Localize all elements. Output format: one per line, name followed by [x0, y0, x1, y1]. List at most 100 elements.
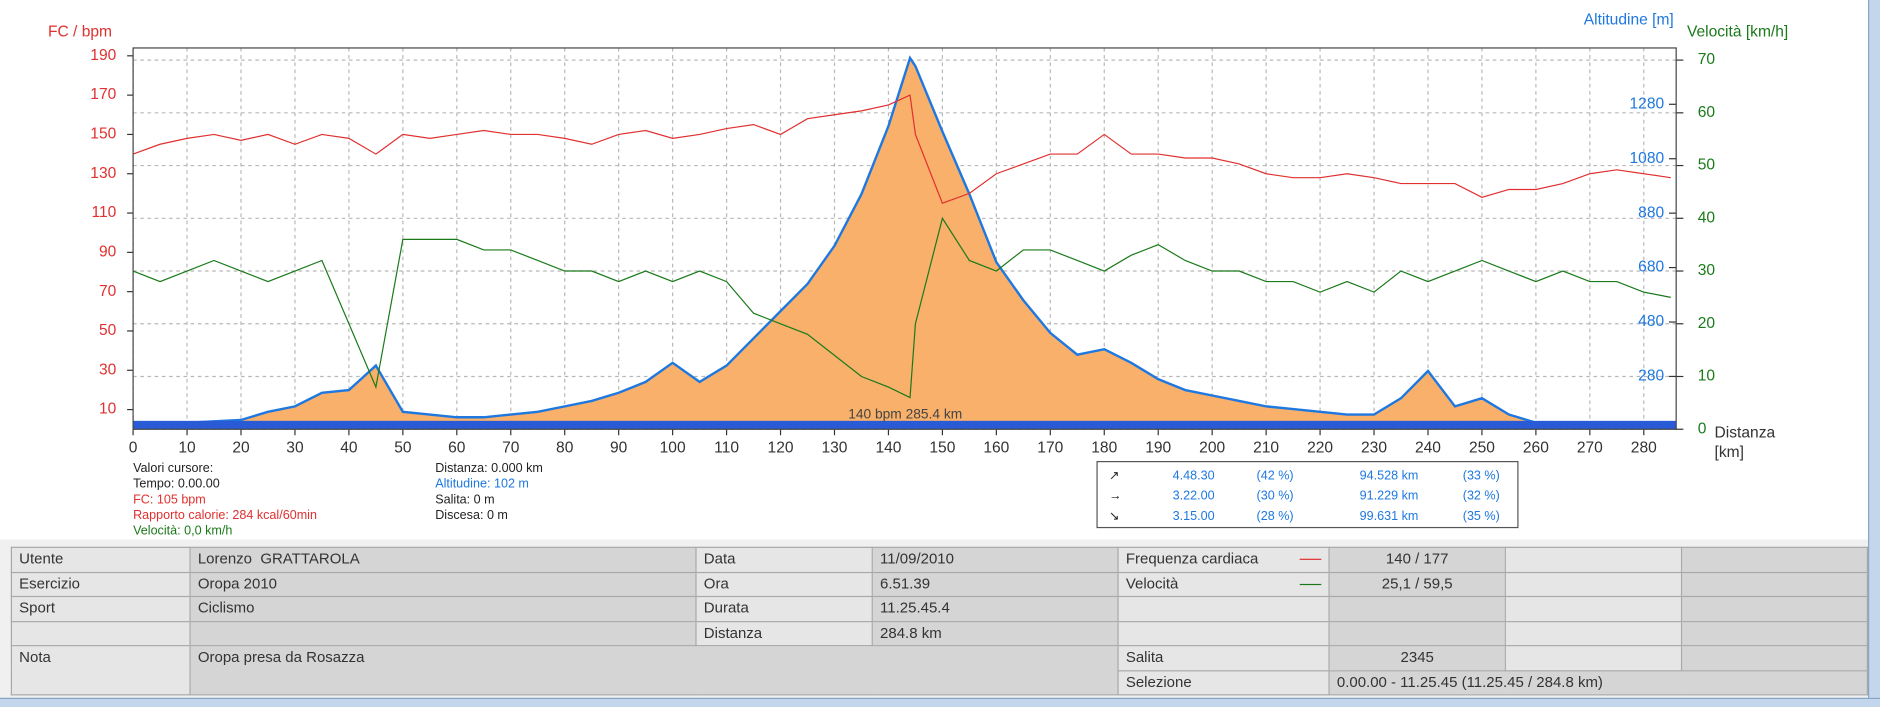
line — [132, 94, 1671, 204]
x-tick-label: 210 — [1253, 440, 1279, 457]
cell — [1680, 620, 1869, 647]
x-tick-label: 120 — [768, 440, 794, 457]
stats-cell: (28 %) — [1257, 509, 1294, 523]
x-tick-label: 240 — [1415, 440, 1441, 457]
y-tick-label: 170 — [90, 86, 116, 103]
x-tick-label: 70 — [502, 440, 520, 457]
cell: Distanza — [695, 620, 873, 647]
y2-axis-title: Altitudine [m] — [1584, 11, 1674, 28]
stats-cell: (33 %) — [1463, 468, 1500, 482]
stats-cell: 91.229 km — [1360, 489, 1419, 503]
cell — [1680, 645, 1869, 671]
x-tick-label: 110 — [714, 440, 739, 457]
x-axis-title: Distanza [km] — [1714, 423, 1776, 461]
cell — [1504, 620, 1683, 647]
x-tick-label: 60 — [448, 440, 466, 457]
x-tick-label: 190 — [1145, 440, 1171, 457]
cell: 0.00.00 - 11.25.45 (11.25.45 / 284.8 km) — [1328, 669, 1869, 696]
cell — [1680, 571, 1869, 598]
stats-cell: (35 %) — [1463, 509, 1500, 523]
cell: 6.51.39 — [871, 571, 1119, 598]
y-tick-label: 90 — [99, 243, 117, 260]
cell-text: Velocità — [1125, 574, 1179, 592]
cell: Nota — [10, 645, 191, 696]
cell: Ora — [695, 571, 873, 598]
y-tick-label: 50 — [99, 322, 117, 339]
x-tick-label: 100 — [660, 440, 686, 457]
y-tick-label: 70 — [99, 283, 117, 300]
legend-line — [1299, 558, 1322, 560]
stats-cell: (42 %) — [1257, 468, 1294, 482]
cell — [1117, 620, 1330, 647]
stats-cell: → — [1109, 489, 1122, 503]
stats-cell: ↘ — [1109, 509, 1120, 523]
plot-frame — [132, 47, 1677, 430]
cell: Durata — [695, 595, 873, 622]
annotation: 140 bpm 285.4 km — [848, 406, 962, 421]
cell — [189, 620, 697, 647]
cell — [1680, 546, 1869, 573]
cell — [1504, 571, 1683, 598]
cursor-info: Rapporto calorie: 284 kcal/60min — [133, 508, 317, 522]
x-tick-label: 30 — [286, 440, 304, 457]
y-tick-label: 150 — [90, 126, 116, 143]
y-axis-title: FC / bpm — [48, 23, 112, 40]
cell: 140 / 177 — [1328, 546, 1506, 573]
cell: Data — [695, 546, 873, 573]
cell — [1504, 645, 1683, 671]
selection-bar — [133, 420, 1677, 430]
legend-line — [1299, 583, 1322, 585]
x-tick-label: 130 — [821, 440, 847, 457]
stats-cell: 3.22.00 — [1173, 489, 1215, 503]
x-tick-label: 230 — [1361, 440, 1387, 457]
cell: Utente — [10, 546, 191, 573]
x-tick-label: 180 — [1091, 440, 1117, 457]
cell: 2345 — [1328, 645, 1506, 671]
cell: Oropa presa da Rosazza — [189, 645, 1119, 696]
y3-axis-title: Velocità [km/h] — [1687, 23, 1788, 40]
stats-cell: (32 %) — [1463, 489, 1500, 503]
x-tick-label: 270 — [1577, 440, 1603, 457]
cursor-info: Altitudine: 102 m — [435, 477, 529, 491]
x-tick-label: 40 — [340, 440, 358, 457]
cell — [1328, 620, 1506, 647]
cell — [1328, 595, 1506, 622]
y2-tick-label: 680 — [1638, 259, 1664, 276]
cell: Velocità — [1117, 571, 1330, 598]
x-tick-label: 140 — [875, 440, 901, 457]
x-tick-label: 220 — [1307, 440, 1333, 457]
y2-tick-label: 1280 — [1630, 95, 1665, 112]
line — [132, 216, 1671, 399]
cell — [10, 620, 191, 647]
window-border — [0, 697, 1880, 707]
y3-tick-label: 60 — [1698, 104, 1716, 121]
x-tick-label: 160 — [983, 440, 1009, 457]
stats-cell: 4.48.30 — [1173, 468, 1215, 482]
cursor-info: Discesa: 0 m — [435, 508, 508, 522]
cursor-info: Salita: 0 m — [435, 492, 494, 506]
cell: Salita — [1117, 645, 1330, 671]
x-tick-label: 80 — [556, 440, 574, 457]
x-tick-label: 200 — [1199, 440, 1225, 457]
x-tick-label: 170 — [1037, 440, 1063, 457]
cell: 11/09/2010 — [871, 546, 1119, 573]
x-tick-label: 0 — [129, 440, 138, 457]
cell — [1504, 595, 1683, 622]
area — [133, 55, 1671, 427]
y3-tick-label: 20 — [1698, 315, 1716, 332]
stats-cell: 94.528 km — [1360, 468, 1419, 482]
y3-tick-label: 50 — [1698, 157, 1716, 174]
x-tick-label: 150 — [929, 440, 955, 457]
cell: Oropa 2010 — [189, 571, 697, 598]
y2-tick-label: 480 — [1638, 313, 1664, 330]
stats-box — [1096, 461, 1519, 529]
cell: Esercizio — [10, 571, 191, 598]
y3-tick-label: 70 — [1698, 51, 1716, 68]
chart: FC / bpm Altitudine [m] Velocità [km/h] … — [0, 0, 1869, 540]
cursor-info: FC: 105 bpm — [133, 492, 206, 506]
y-tick-label: 10 — [99, 401, 117, 418]
y3-tick-label: 0 — [1698, 420, 1707, 437]
y2-tick-label: 1080 — [1630, 150, 1665, 167]
stats-cell: ↗ — [1109, 468, 1120, 482]
